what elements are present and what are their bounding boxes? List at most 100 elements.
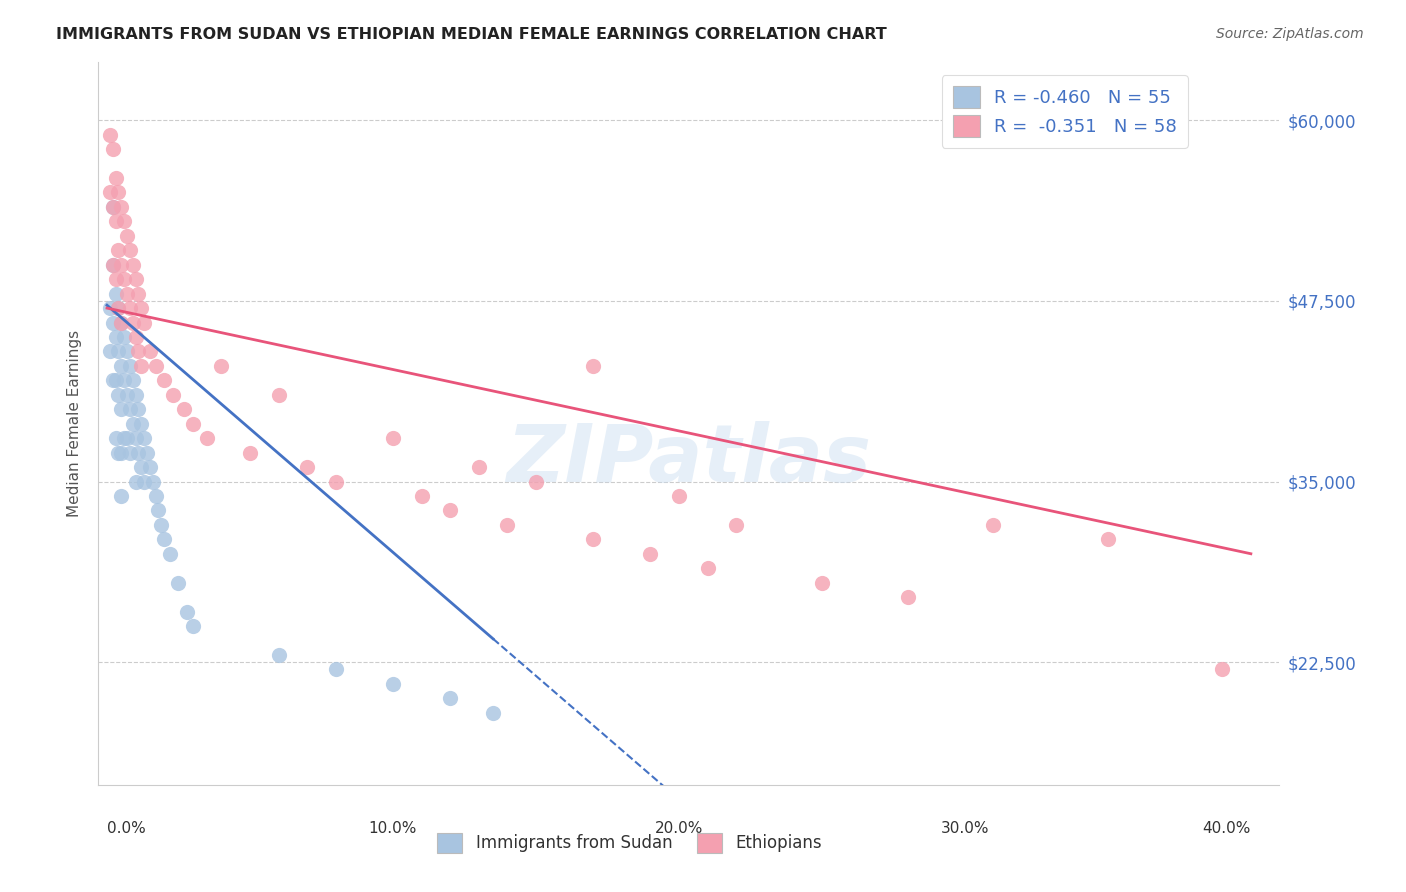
Point — [153, 533, 176, 547]
Point — [142, 475, 165, 489]
Point — [134, 475, 156, 489]
Point — [195, 431, 218, 445]
Point — [101, 142, 124, 156]
Point — [897, 590, 920, 604]
Point — [411, 489, 433, 503]
Y-axis label: Median Female Earnings: Median Female Earnings — [67, 330, 83, 517]
Point — [107, 388, 129, 402]
Point — [124, 388, 146, 402]
Point — [107, 186, 129, 200]
Point — [131, 460, 153, 475]
Point — [115, 344, 138, 359]
Point — [127, 344, 149, 359]
Point — [110, 258, 132, 272]
Point — [167, 575, 190, 590]
Point — [118, 359, 141, 373]
Point — [325, 662, 347, 676]
Point — [127, 286, 149, 301]
Point — [115, 388, 138, 402]
Point — [98, 186, 121, 200]
Point — [267, 388, 290, 402]
Point — [110, 316, 132, 330]
Point — [101, 200, 124, 214]
Point — [112, 431, 135, 445]
Point — [115, 431, 138, 445]
Point — [104, 171, 127, 186]
Point — [439, 691, 461, 706]
Point — [725, 517, 748, 532]
Point — [239, 445, 262, 459]
Point — [110, 402, 132, 417]
Point — [381, 677, 404, 691]
Point — [124, 431, 146, 445]
Point — [124, 272, 146, 286]
Point — [124, 475, 146, 489]
Point — [121, 258, 143, 272]
Text: 30.0%: 30.0% — [941, 821, 990, 836]
Point — [112, 214, 135, 228]
Point — [159, 547, 181, 561]
Point — [104, 286, 127, 301]
Point — [153, 373, 176, 387]
Point — [118, 244, 141, 258]
Point — [101, 258, 124, 272]
Point — [139, 460, 162, 475]
Point — [101, 258, 124, 272]
Point — [107, 301, 129, 315]
Point — [582, 533, 605, 547]
Point — [107, 301, 129, 315]
Point — [104, 431, 127, 445]
Point — [110, 359, 132, 373]
Point — [101, 316, 124, 330]
Point — [134, 431, 156, 445]
Point — [127, 402, 149, 417]
Point — [131, 301, 153, 315]
Point — [139, 344, 162, 359]
Text: ZIPatlas: ZIPatlas — [506, 421, 872, 499]
Point — [145, 359, 167, 373]
Point — [121, 417, 143, 431]
Point — [110, 200, 132, 214]
Point — [110, 316, 132, 330]
Point — [173, 402, 195, 417]
Point — [112, 373, 135, 387]
Point — [1097, 533, 1119, 547]
Point — [640, 547, 662, 561]
Point — [1211, 662, 1233, 676]
Point — [267, 648, 290, 662]
Point — [112, 330, 135, 344]
Point — [136, 445, 159, 459]
Point — [104, 330, 127, 344]
Point — [668, 489, 690, 503]
Point — [162, 388, 184, 402]
Point — [104, 373, 127, 387]
Point — [468, 460, 491, 475]
Text: 40.0%: 40.0% — [1202, 821, 1251, 836]
Text: 20.0%: 20.0% — [655, 821, 703, 836]
Point — [118, 402, 141, 417]
Point — [381, 431, 404, 445]
Point — [98, 301, 121, 315]
Point — [115, 286, 138, 301]
Point — [118, 301, 141, 315]
Point — [98, 128, 121, 142]
Point — [121, 373, 143, 387]
Text: Source: ZipAtlas.com: Source: ZipAtlas.com — [1216, 27, 1364, 41]
Point — [107, 344, 129, 359]
Point — [181, 417, 204, 431]
Point — [295, 460, 318, 475]
Point — [110, 489, 132, 503]
Point — [325, 475, 347, 489]
Legend: Immigrants from Sudan, Ethiopians: Immigrants from Sudan, Ethiopians — [430, 826, 830, 860]
Point — [482, 706, 505, 720]
Point — [110, 445, 132, 459]
Point — [131, 417, 153, 431]
Point — [115, 228, 138, 243]
Point — [134, 316, 156, 330]
Point — [98, 344, 121, 359]
Point — [496, 517, 519, 532]
Point — [181, 619, 204, 633]
Point — [104, 272, 127, 286]
Point — [112, 272, 135, 286]
Point — [107, 445, 129, 459]
